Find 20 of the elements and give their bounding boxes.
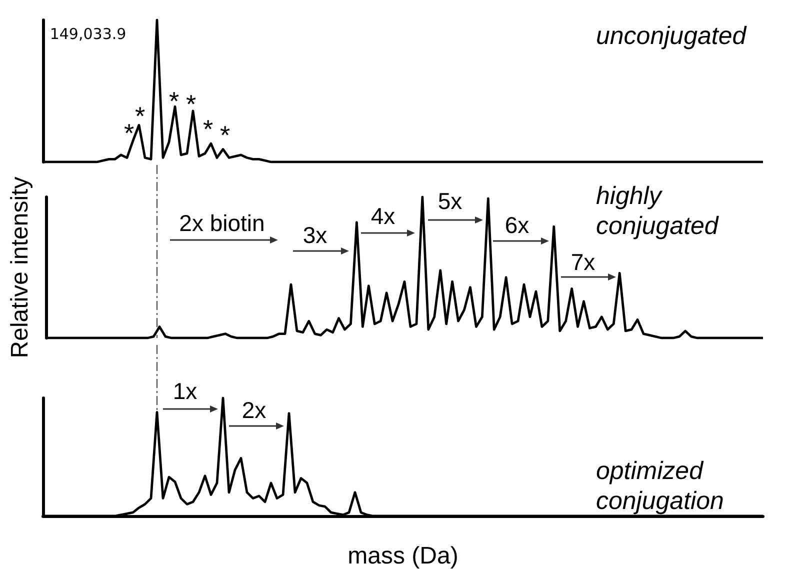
- annotation: 2x biotin: [179, 210, 265, 236]
- annotation: 3x: [302, 222, 328, 248]
- annotation: 1x: [172, 378, 198, 404]
- annotation: *: [168, 86, 180, 116]
- annotation: *: [202, 114, 214, 144]
- x-axis-title: mass (Da): [348, 542, 458, 569]
- annotation: 2x: [242, 397, 267, 423]
- chart-title: highly conjugated: [596, 182, 720, 240]
- annotation: 7x: [570, 249, 596, 275]
- annotation: 6x: [504, 212, 530, 238]
- annotation: *: [186, 89, 196, 119]
- text: optimized conjugation: [596, 457, 724, 515]
- annotation: 4x: [370, 203, 396, 229]
- annotation: *: [134, 101, 146, 131]
- annotation: *: [124, 118, 134, 148]
- y-axis-title: Relative intensity: [6, 176, 34, 358]
- annotation: *: [220, 120, 230, 150]
- annotation: 5x: [438, 188, 463, 214]
- annotation: 149,033.9: [50, 25, 126, 43]
- chart-title: unconjugated: [596, 22, 748, 50]
